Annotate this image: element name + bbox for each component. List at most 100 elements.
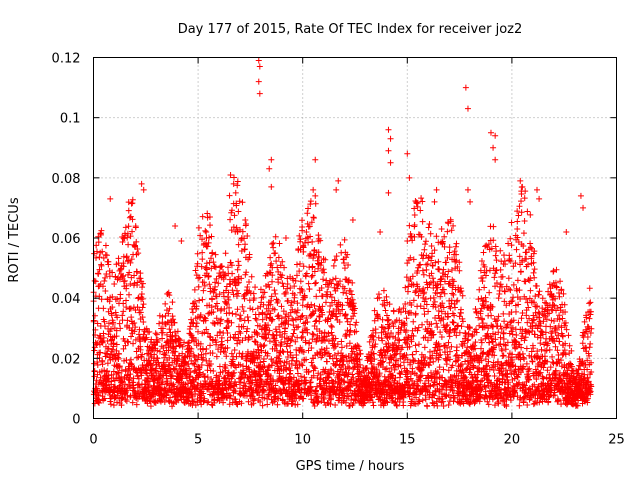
- data-point: [421, 311, 428, 318]
- data-point: [531, 331, 538, 338]
- data-point: [184, 340, 191, 347]
- data-point: [436, 364, 443, 371]
- data-point: [110, 340, 117, 347]
- data-point: [148, 348, 155, 355]
- data-point: [200, 354, 207, 361]
- data-point: [265, 281, 272, 288]
- data-point: [294, 370, 301, 377]
- data-point: [192, 298, 199, 305]
- data-point: [332, 275, 339, 282]
- data-point: [384, 348, 391, 355]
- data-point: [120, 308, 127, 315]
- data-point: [263, 334, 270, 341]
- data-point: [508, 328, 515, 335]
- data-point: [151, 351, 158, 358]
- data-point: [353, 319, 360, 326]
- data-point: [110, 319, 117, 326]
- data-point: [429, 352, 436, 359]
- data-point: [419, 321, 426, 328]
- data-point: [166, 326, 173, 333]
- data-point: [169, 403, 176, 410]
- data-point: [540, 375, 547, 382]
- data-point: [202, 350, 209, 357]
- data-point: [338, 338, 345, 345]
- data-point: [279, 348, 286, 355]
- data-point: [93, 254, 100, 261]
- data-point: [325, 330, 332, 337]
- data-point: [267, 301, 274, 308]
- data-point: [109, 293, 116, 300]
- data-point: [140, 318, 147, 325]
- data-point: [411, 222, 418, 229]
- data-point: [333, 313, 340, 320]
- data-point: [216, 291, 223, 298]
- data-point: [437, 281, 444, 288]
- data-point: [566, 342, 573, 349]
- data-point: [403, 327, 410, 334]
- data-point: [492, 252, 499, 259]
- data-point: [289, 354, 296, 361]
- data-point: [453, 251, 460, 258]
- data-point: [251, 369, 258, 376]
- data-point: [518, 209, 525, 216]
- data-point: [381, 302, 388, 309]
- data-point: [550, 301, 557, 308]
- data-point: [522, 334, 529, 341]
- data-point: [424, 403, 431, 410]
- data-point: [239, 303, 246, 310]
- data-point: [188, 345, 195, 352]
- data-point: [207, 342, 214, 349]
- data-point: [341, 379, 348, 386]
- data-point: [327, 401, 334, 408]
- data-point: [223, 283, 230, 290]
- data-point: [257, 371, 264, 378]
- data-point: [380, 287, 387, 294]
- data-point: [195, 352, 202, 359]
- data-point: [432, 259, 439, 266]
- data-point: [197, 311, 204, 318]
- data-point: [199, 236, 206, 243]
- data-point: [189, 397, 196, 404]
- data-point: [269, 331, 276, 338]
- data-point: [156, 312, 163, 319]
- data-point: [260, 293, 267, 300]
- data-point: [266, 327, 273, 334]
- data-point: [245, 351, 252, 358]
- data-point: [337, 241, 344, 248]
- data-point: [227, 281, 234, 288]
- data-point: [239, 199, 246, 206]
- data-point: [551, 303, 558, 310]
- data-point: [431, 247, 438, 254]
- data-point: [228, 319, 235, 326]
- data-point: [519, 326, 526, 333]
- data-point: [324, 293, 331, 300]
- data-point: [189, 309, 196, 316]
- data-point: [555, 323, 562, 330]
- data-point: [528, 348, 535, 355]
- data-point: [134, 279, 141, 286]
- data-point: [272, 290, 279, 297]
- data-point: [110, 402, 117, 409]
- data-point: [334, 285, 341, 292]
- data-point: [257, 286, 264, 293]
- data-point: [204, 243, 211, 250]
- data-point: [303, 326, 310, 333]
- data-point: [206, 281, 213, 288]
- data-point: [307, 198, 314, 205]
- data-point: [244, 325, 251, 332]
- data-point: [454, 297, 461, 304]
- data-point: [160, 345, 167, 352]
- data-point: [225, 296, 232, 303]
- data-point: [307, 233, 314, 240]
- data-point: [113, 341, 120, 348]
- data-point: [236, 198, 243, 205]
- data-point: [498, 325, 505, 332]
- data-point: [305, 239, 312, 246]
- data-point: [516, 253, 523, 260]
- data-point: [227, 392, 234, 399]
- data-point: [414, 199, 421, 206]
- data-point: [311, 302, 318, 309]
- data-point: [132, 224, 139, 231]
- data-point: [515, 212, 522, 219]
- data-point: [272, 250, 279, 257]
